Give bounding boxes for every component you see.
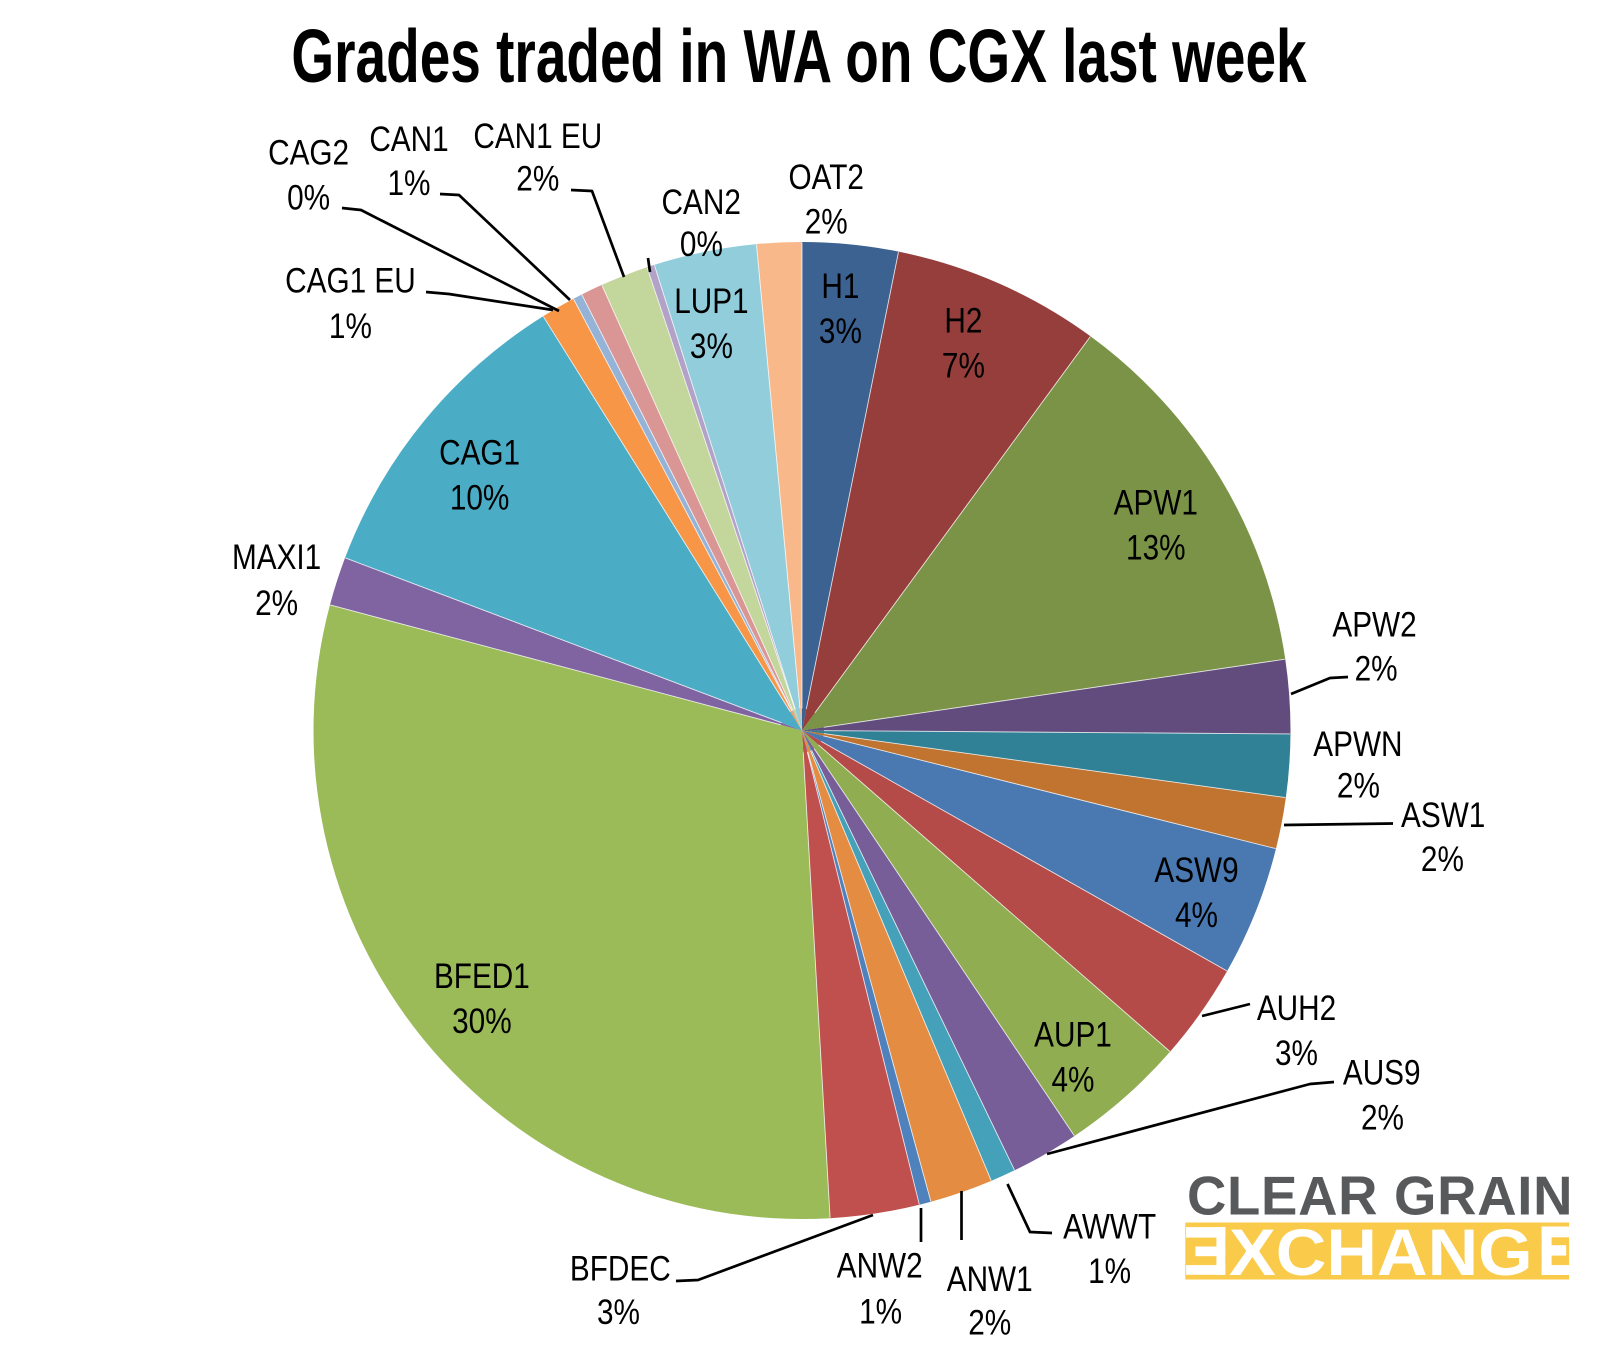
svg-text:1%: 1% xyxy=(388,164,431,203)
svg-text:LUP1: LUP1 xyxy=(674,282,748,321)
svg-text:APW2: APW2 xyxy=(1332,605,1416,644)
svg-text:Grades traded in WA on CGX las: Grades traded in WA on CGX last week xyxy=(291,14,1307,98)
svg-text:CLEAR GRAIN: CLEAR GRAIN xyxy=(1187,1166,1573,1227)
svg-text:XCHANG: XCHANG xyxy=(1229,1217,1533,1289)
svg-text:2%: 2% xyxy=(1355,649,1398,688)
svg-text:MAXI1: MAXI1 xyxy=(232,538,321,577)
svg-text:APWN: APWN xyxy=(1313,725,1402,764)
svg-text:AUH2: AUH2 xyxy=(1257,989,1336,1028)
svg-text:AUS9: AUS9 xyxy=(1343,1053,1421,1092)
svg-text:CAG1: CAG1 xyxy=(439,433,520,472)
svg-text:ASW9: ASW9 xyxy=(1154,851,1238,890)
svg-text:3%: 3% xyxy=(597,1293,640,1332)
svg-text:1%: 1% xyxy=(859,1292,902,1331)
svg-text:2%: 2% xyxy=(516,159,559,198)
svg-text:ANW1: ANW1 xyxy=(947,1260,1033,1299)
svg-text:4%: 4% xyxy=(1052,1060,1095,1099)
svg-text:APW1: APW1 xyxy=(1114,483,1198,522)
svg-text:2%: 2% xyxy=(1361,1098,1404,1137)
svg-text:AWWT: AWWT xyxy=(1063,1207,1156,1246)
svg-text:3%: 3% xyxy=(1275,1034,1318,1073)
svg-text:7%: 7% xyxy=(942,346,985,385)
svg-text:10%: 10% xyxy=(450,478,510,517)
svg-text:2%: 2% xyxy=(1337,766,1380,805)
svg-text:30%: 30% xyxy=(452,1002,512,1041)
svg-text:CAG2: CAG2 xyxy=(268,133,349,172)
svg-text:2%: 2% xyxy=(968,1303,1011,1342)
svg-text:0%: 0% xyxy=(680,225,723,264)
svg-text:4%: 4% xyxy=(1175,896,1218,935)
svg-text:CAN1: CAN1 xyxy=(369,120,448,159)
svg-text:CAN1 EU: CAN1 EU xyxy=(473,117,602,156)
svg-text:2%: 2% xyxy=(1421,840,1464,879)
svg-text:2%: 2% xyxy=(805,202,848,241)
svg-text:ASW1: ASW1 xyxy=(1401,796,1485,835)
svg-text:CAG1 EU: CAG1 EU xyxy=(285,261,416,300)
svg-text:BFED1: BFED1 xyxy=(434,957,530,996)
svg-text:ANW2: ANW2 xyxy=(837,1246,923,1285)
svg-text:2%: 2% xyxy=(255,584,298,623)
svg-text:OAT2: OAT2 xyxy=(788,158,863,197)
svg-text:3%: 3% xyxy=(819,312,862,351)
svg-text:BFDEC: BFDEC xyxy=(570,1249,671,1288)
svg-text:AUP1: AUP1 xyxy=(1034,1015,1112,1054)
svg-text:CAN2: CAN2 xyxy=(662,183,741,222)
svg-text:H2: H2 xyxy=(944,301,982,340)
svg-text:1%: 1% xyxy=(329,307,372,346)
svg-text:1%: 1% xyxy=(1088,1252,1131,1291)
svg-text:0%: 0% xyxy=(287,178,330,217)
svg-text:H1: H1 xyxy=(821,267,859,306)
svg-text:3%: 3% xyxy=(690,327,733,366)
svg-text:13%: 13% xyxy=(1126,528,1186,567)
